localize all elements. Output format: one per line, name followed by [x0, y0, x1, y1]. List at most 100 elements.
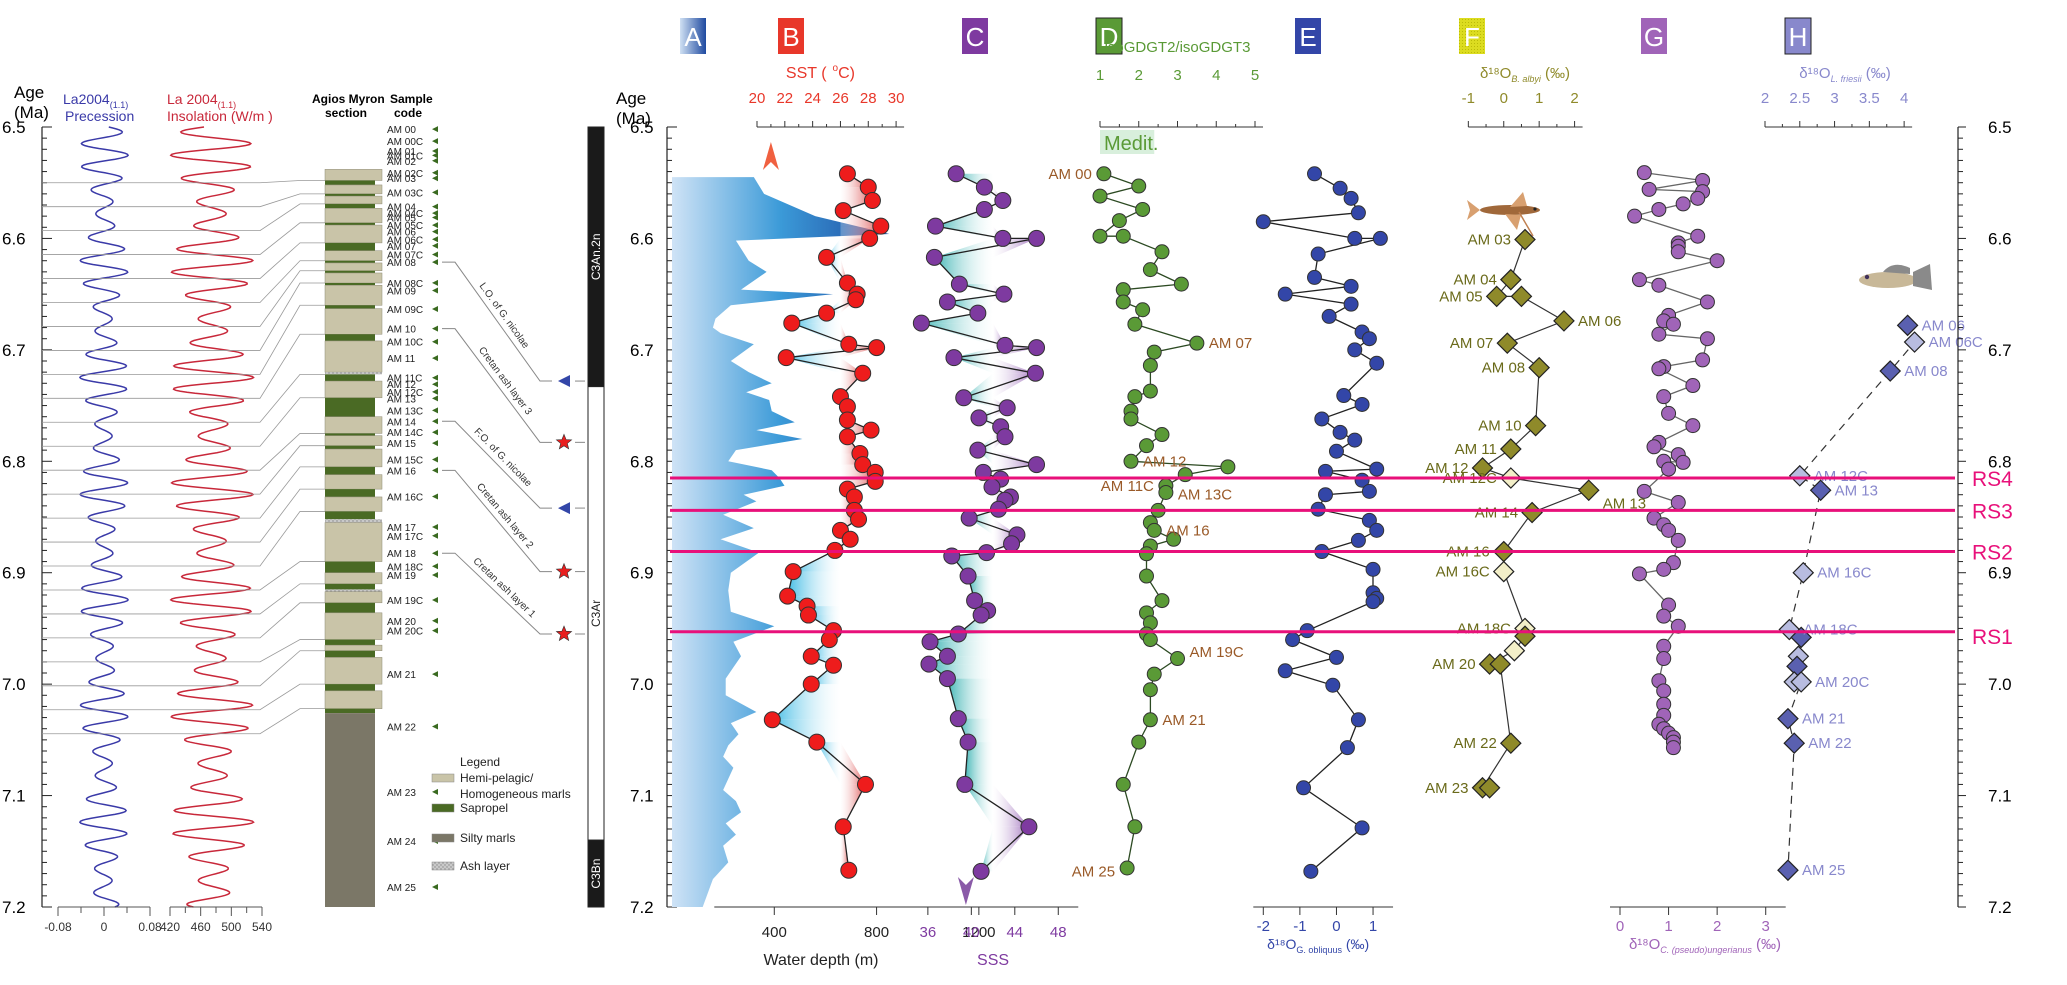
lithology-hemipelagic — [324, 591, 383, 604]
data-point-E — [1332, 424, 1348, 440]
age-tick-label: 6.8 — [630, 452, 654, 471]
sample-marker-icon — [432, 189, 438, 196]
lithology-sapropel — [325, 222, 375, 226]
x-axis-title: δ¹⁸OB. albyi (‰) — [1480, 65, 1570, 84]
data-point-H — [1777, 707, 1799, 730]
anomaly-fill-high — [840, 826, 849, 871]
data-point-D — [1142, 357, 1158, 373]
sample-code: AM 00 — [387, 125, 416, 136]
anomaly-fill-low — [959, 284, 994, 295]
point-label: AM 11 — [1455, 441, 1497, 458]
x-tick-label: 1 — [1664, 918, 1672, 935]
badge-letter: A — [684, 22, 702, 52]
panel-A-bottom-axis: 400 800 1200 — [714, 906, 999, 941]
sample-marker-icon — [432, 147, 438, 154]
lithology-sapropel — [325, 270, 375, 273]
badge-letter: F — [1464, 22, 1480, 52]
data-point-B — [838, 428, 856, 446]
x-axis-title-sup: o — [833, 63, 839, 74]
sample-code: AM 03C — [387, 188, 423, 199]
tie-line — [42, 433, 325, 471]
reference-label: RS4 — [1972, 468, 2013, 491]
sample-code: AM 02C — [387, 169, 423, 180]
lithology-hemipelagic — [324, 262, 383, 271]
anomaly-fill-high — [993, 357, 1036, 374]
data-point-D — [1092, 188, 1108, 204]
anomaly-fill-low — [964, 742, 994, 785]
point-label: AM 25 — [1802, 862, 1845, 879]
x-tick-label: 2 — [1135, 67, 1143, 84]
data-point-G — [1627, 208, 1643, 224]
point-label: AM 08 — [1904, 363, 1947, 380]
point-label: AM 12 — [1143, 453, 1186, 470]
precession-subtitle: Precession — [65, 108, 134, 124]
x-tick-label: 30 — [888, 90, 905, 107]
data-point-B — [854, 456, 872, 474]
sample-code: AM 09 — [387, 287, 416, 298]
point-label: AM 06 — [1922, 317, 1965, 334]
tie-line — [42, 260, 325, 303]
tie-line — [42, 203, 325, 232]
badge-letter: D — [1100, 22, 1119, 52]
data-point-H — [1783, 732, 1806, 755]
sample-code: AM 13 — [387, 394, 416, 405]
data-point-B — [834, 818, 852, 836]
tie-line — [42, 304, 325, 375]
data-point-E — [1277, 286, 1293, 302]
anomaly-fill-low — [963, 373, 994, 398]
lithology-hemipelagic — [324, 435, 383, 446]
data-point-F — [1503, 639, 1526, 662]
data-point-G — [1670, 495, 1686, 511]
data-point-D — [1135, 201, 1151, 217]
x-tick-label: -1 — [1293, 918, 1306, 935]
chron-label: C3Bn — [589, 859, 603, 889]
data-point-C — [996, 336, 1014, 354]
data-point-C — [960, 509, 978, 527]
tie-line — [42, 193, 325, 208]
sample-marker-icon — [432, 251, 438, 258]
point-label: AM 11C — [1101, 478, 1154, 495]
data-point-E — [1343, 190, 1359, 206]
point-label: AM 22 — [1453, 735, 1496, 752]
lithology-ash — [325, 589, 382, 592]
point-label: AM 12C — [1814, 468, 1868, 485]
data-point-F — [1514, 228, 1536, 251]
data-point-G — [1670, 532, 1686, 548]
data-point-C — [996, 428, 1014, 446]
point-label: AM 08 — [1482, 360, 1525, 377]
badge-letter: E — [1299, 22, 1316, 52]
sample-marker-icon — [432, 374, 438, 381]
lithology-sapropel — [325, 180, 375, 185]
anomaly-fill-low — [786, 347, 841, 358]
data-point-E — [1307, 269, 1323, 285]
x-tick-label: 0 — [1332, 918, 1340, 935]
data-point-E — [1369, 461, 1385, 477]
x-axis-title: δ¹⁸OG. obliquus (‰) — [1267, 936, 1369, 955]
data-point-D — [1142, 632, 1158, 648]
sample-code: AM 12 — [387, 380, 416, 391]
point-label: AM 10 — [1478, 418, 1521, 435]
sample-code: AM 06C — [387, 235, 423, 246]
sample-marker-icon — [432, 456, 438, 463]
x-tick-label: 4 — [1212, 67, 1220, 84]
anomaly-fill-high — [993, 373, 1036, 398]
point-label: AM 06C — [1929, 334, 1983, 351]
x-tick-label: 2.5 — [1789, 90, 1810, 107]
data-point-H — [1903, 331, 1926, 353]
data-point-B — [862, 421, 880, 439]
data-point-G — [1651, 277, 1667, 293]
point-label: AM 07 — [1450, 335, 1493, 352]
reference-label: RS1 — [1972, 626, 2013, 649]
x-tick-label: 3.5 — [1859, 90, 1880, 107]
sample-code: AM 21 — [387, 670, 416, 681]
data-point-G — [1699, 294, 1715, 310]
data-point-C — [1028, 339, 1046, 357]
data-point-C — [949, 625, 967, 643]
data-point-B — [861, 229, 879, 247]
data-point-B — [777, 349, 795, 367]
x-tick-label: 2 — [1570, 90, 1578, 107]
data-point-G — [1651, 326, 1667, 342]
data-point-G — [1699, 331, 1715, 347]
data-point-G — [1656, 608, 1672, 624]
sample-code: AM 15C — [387, 455, 423, 466]
